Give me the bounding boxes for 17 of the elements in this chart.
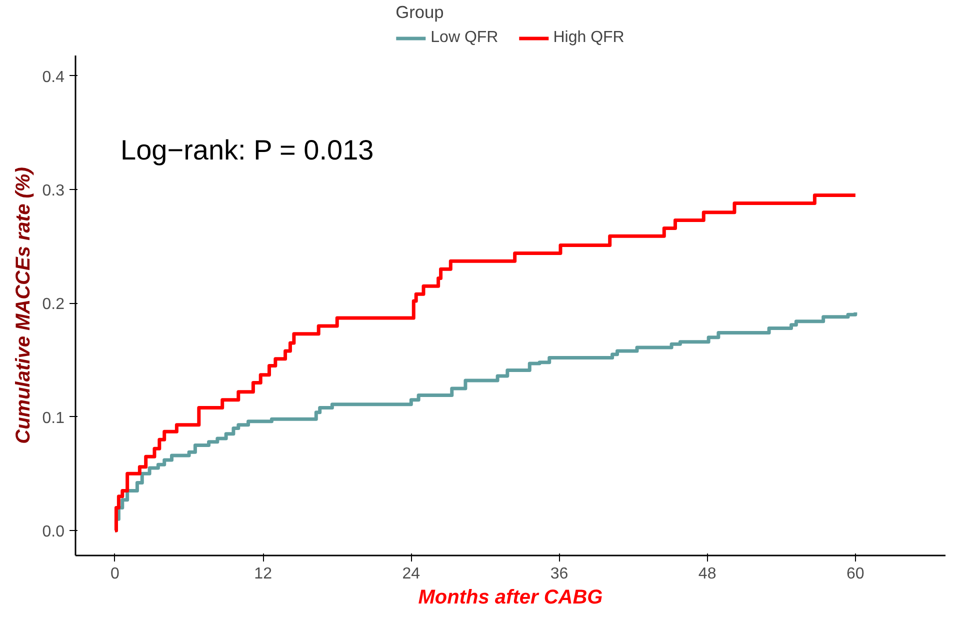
x-tick-label: 24 [402, 566, 420, 582]
y-tick-label: 0.1 [42, 410, 65, 427]
x-tick-label: 12 [254, 566, 272, 582]
legend-label: High QFR [553, 29, 624, 47]
x-tick-label: 48 [698, 566, 716, 582]
y-axis-title: Cumulative MACCEs rate (%) [12, 166, 34, 444]
legend-title: Group [396, 2, 445, 23]
y-tick-label: 0.3 [42, 182, 65, 200]
x-tick-label: 0 [110, 566, 120, 582]
x-tick-label: 60 [846, 566, 864, 582]
x-tick-label: 36 [550, 566, 568, 582]
x-axis-title: Months after CABG [418, 586, 603, 608]
legend-label: Low QFR [430, 29, 498, 47]
y-tick-label: 0.0 [42, 524, 65, 540]
annotation: Log−rank: P = 0.013 [120, 134, 374, 166]
y-tick-label: 0.4 [42, 68, 65, 86]
y-tick-label: 0.2 [42, 296, 65, 314]
